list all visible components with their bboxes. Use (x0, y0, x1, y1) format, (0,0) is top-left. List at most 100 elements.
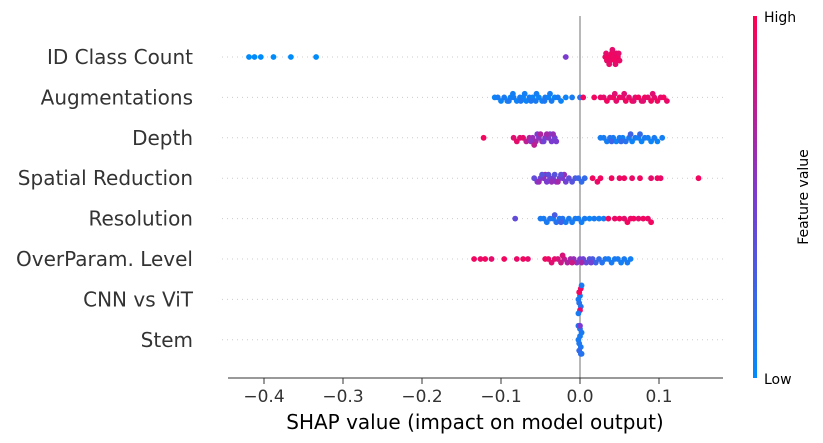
shap-point (251, 54, 258, 60)
x-tick-label: 0.0 (566, 387, 593, 407)
colorbar-title: Feature value (796, 149, 812, 245)
shap-point (548, 178, 555, 185)
shap-point (586, 215, 593, 222)
shap-point (562, 54, 569, 60)
shap-point (521, 90, 528, 97)
shap-point (612, 61, 619, 68)
shap-point (520, 256, 526, 262)
shap-point (506, 98, 512, 104)
feature-label: OverParam. Level (16, 247, 193, 271)
shap-point (543, 131, 550, 138)
shap-point (482, 256, 489, 262)
shap-point (659, 134, 666, 141)
shap-point (547, 90, 553, 97)
shap-point (596, 215, 602, 222)
shap-point (600, 215, 607, 222)
shap-point (558, 98, 564, 104)
shap-point (640, 215, 647, 222)
shap-points (246, 46, 702, 357)
shap-point (541, 98, 548, 104)
x-tick-label: −0.1 (480, 387, 521, 407)
x-tick-label: −0.4 (243, 387, 284, 407)
shap-point (621, 175, 628, 182)
shap-point (611, 215, 618, 222)
shap-point (608, 138, 615, 145)
shap-point (591, 215, 598, 222)
shap-point (551, 171, 558, 178)
shap-point (578, 350, 585, 357)
shap-point (575, 310, 582, 317)
shap-point (531, 142, 538, 148)
shap-point (581, 215, 588, 222)
shap-point (533, 90, 540, 97)
shap-point (627, 131, 634, 138)
shap-point (635, 215, 642, 222)
feature-label: Resolution (88, 207, 193, 231)
shap-point (588, 259, 594, 266)
shap-point (480, 134, 487, 141)
shap-point (512, 215, 519, 222)
shap-point (550, 131, 556, 138)
shap-point (558, 171, 564, 178)
shap-point (501, 256, 508, 262)
shap-point (471, 256, 477, 262)
shap-point (558, 219, 564, 226)
shap-point (569, 94, 575, 101)
shap-point (616, 175, 623, 182)
shap-point (640, 98, 647, 104)
shap-point (637, 175, 643, 182)
shap-point (627, 256, 634, 262)
shap-point (540, 138, 547, 145)
shap-point (648, 219, 654, 226)
shap-point (591, 94, 598, 101)
x-tick-label: 0.1 (645, 387, 672, 407)
shap-point (257, 54, 264, 60)
shap-point (545, 171, 552, 178)
shap-point (513, 256, 520, 262)
shap-point (577, 322, 583, 329)
shap-point (630, 215, 637, 222)
shap-point (621, 90, 628, 97)
shap-point (611, 90, 618, 97)
shap-point (537, 131, 544, 138)
shap-point (536, 178, 542, 185)
shap-point (616, 215, 623, 222)
shap-point (581, 175, 588, 182)
shap-point (615, 50, 622, 57)
colorbar (753, 16, 757, 378)
shap-point (630, 98, 637, 104)
shap-point (603, 50, 609, 57)
shap-point (578, 282, 585, 289)
shap-point (569, 259, 575, 266)
shap-point (649, 90, 656, 97)
shap-point (637, 131, 643, 138)
shap-point (616, 57, 623, 64)
shap-point (580, 94, 587, 101)
feature-label: Spatial Reduction (18, 166, 193, 190)
shap-point (608, 175, 615, 182)
shap-point (517, 98, 524, 104)
shap-point (555, 178, 561, 185)
x-axis-ticks: −0.4 −0.3 −0.2 −0.1 0.0 0.1 (243, 378, 673, 407)
colorbar-high-label: High (764, 10, 796, 26)
shap-point (648, 175, 654, 182)
shap-point (510, 90, 516, 97)
shap-point (654, 138, 661, 145)
shap-point (589, 175, 596, 182)
feature-label: Depth (132, 126, 193, 150)
shap-point (609, 46, 616, 53)
shap-point (270, 54, 277, 60)
shap-point (629, 175, 635, 182)
shap-point (606, 61, 613, 68)
shap-point (246, 54, 252, 60)
shap-point (657, 175, 664, 182)
shap-point (559, 252, 566, 259)
shap-point (562, 94, 569, 101)
feature-rows: ID Class Count Augmentations Depth Spatial … (16, 45, 723, 352)
x-tick-label: −0.2 (401, 387, 442, 407)
shap-point (477, 256, 484, 262)
x-tick-label: −0.3 (322, 387, 363, 407)
feature-label: ID Class Count (47, 45, 193, 69)
shap-point (578, 259, 585, 266)
